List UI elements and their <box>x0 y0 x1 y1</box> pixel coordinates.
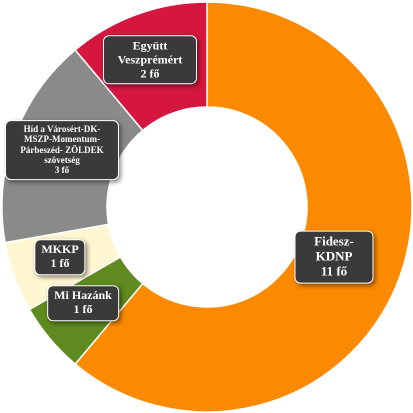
data-label: Fidesz-KDNP 11 fő <box>294 230 374 284</box>
label-value: 11 fő <box>320 263 348 279</box>
label-name: Mi Hazánk <box>54 288 112 303</box>
data-label: MKKP 1 fő <box>34 239 86 275</box>
label-name: MKKP <box>41 242 79 257</box>
label-value: 1 fő <box>73 302 93 316</box>
label-name: Együtt Veszprémért <box>117 38 183 67</box>
label-name: Fidesz-KDNP <box>314 233 354 264</box>
label-name: Híd a Városért-DK-MSZP-Momentum-Párbeszé… <box>20 124 104 166</box>
donut-slice <box>74 1 413 413</box>
label-value: 2 fő <box>140 65 160 80</box>
label-value: 1 fő <box>50 256 70 270</box>
label-value: 3 fő <box>54 165 70 176</box>
data-label: Mi Hazánk 1 fő <box>47 285 119 321</box>
data-label: Együtt Veszprémért 2 fő <box>103 35 197 85</box>
data-label: Híd a Városért-DK-MSZP-Momentum-Párbeszé… <box>5 120 119 180</box>
